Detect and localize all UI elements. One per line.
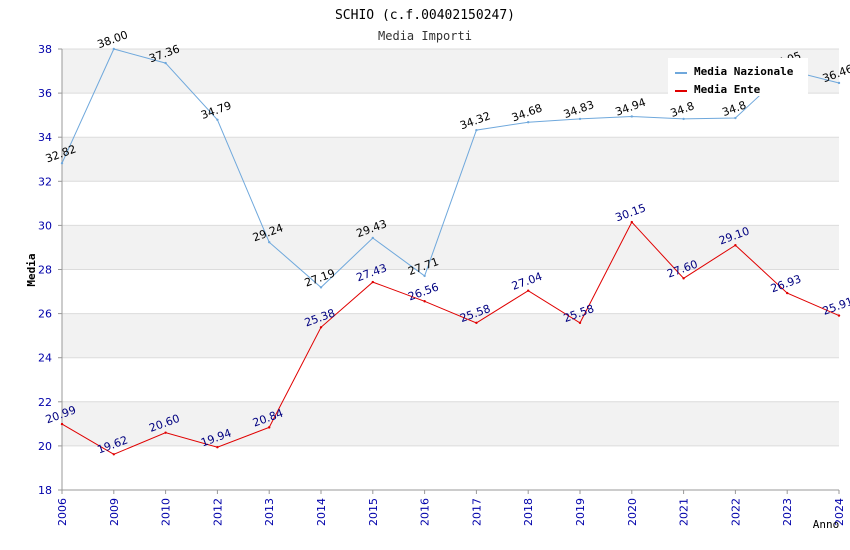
data-point: [60, 422, 64, 426]
x-tick-label: 2019: [574, 498, 587, 526]
data-point: [371, 236, 374, 240]
chart-subtitle: Media Importi: [378, 29, 472, 43]
x-tick-label: 2010: [160, 498, 173, 526]
data-point: [837, 81, 841, 85]
x-tick-labels: 2006 2009 2010 2012 2013 2014 2015 2016 2017 2018…: [56, 498, 846, 526]
y-tick-label: 38: [38, 43, 52, 56]
data-point: [630, 220, 633, 224]
x-tick-label: 2017: [470, 498, 483, 526]
data-point: [164, 61, 167, 65]
data-label: 34.94: [614, 96, 648, 119]
data-point: [60, 162, 64, 165]
x-tick-label: 2006: [56, 498, 69, 526]
background-bands: [62, 49, 839, 446]
plot-band: [62, 137, 839, 182]
x-tick-label: 2012: [211, 498, 224, 526]
x-tick-label: 2016: [419, 498, 432, 526]
y-tick-labels: 18 20 22 24 26 28 30 32 34 36 38: [38, 43, 52, 497]
data-point: [786, 291, 789, 295]
data-point: [682, 277, 685, 280]
series-line-media-ente: [61, 221, 840, 455]
y-tick-label: 22: [38, 396, 52, 409]
data-point: [112, 453, 116, 456]
data-point: [734, 244, 737, 247]
data-point: [319, 326, 323, 329]
gridlines: [62, 48, 839, 491]
x-axis-title: Anno: [813, 518, 840, 531]
data-point: [268, 240, 271, 244]
plot-band: [62, 401, 839, 446]
data-point: [112, 47, 116, 51]
data-point: [319, 286, 323, 289]
data-point: [734, 116, 737, 120]
data-label: 30.15: [614, 201, 648, 224]
x-tick-label: 2020: [626, 498, 639, 526]
data-point: [837, 314, 841, 317]
x-tick-label: 2021: [678, 498, 691, 526]
chart-title: SCHIO (c.f.00402150247): [335, 8, 515, 23]
data-point: [578, 321, 582, 325]
data-point: [216, 118, 219, 121]
y-tick-label: 32: [38, 175, 52, 188]
data-point: [216, 446, 219, 449]
data-point: [371, 280, 374, 284]
series-line-media-nazionale: [61, 48, 840, 289]
data-point: [423, 274, 426, 278]
y-tick-label: 36: [38, 87, 52, 100]
x-tick-label: 2024: [833, 498, 846, 526]
x-tick-label: 2013: [263, 498, 276, 526]
y-tick-label: 26: [38, 308, 52, 321]
data-point: [578, 117, 582, 121]
x-tick-label: 2018: [522, 498, 535, 526]
legend-box: [668, 58, 808, 96]
x-tick-label: 2014: [315, 498, 328, 526]
legend-label-media-ente: Media Ente: [694, 83, 761, 96]
data-label: 26.56: [406, 280, 440, 303]
data-point: [630, 115, 633, 118]
series-layer: [60, 47, 841, 456]
legend-label-media-nazionale: Media Nazionale: [694, 65, 794, 78]
y-tick-label: 28: [38, 264, 52, 277]
data-point: [475, 321, 478, 325]
data-label: 34.8: [720, 98, 747, 119]
y-tick-label: 18: [38, 484, 52, 497]
data-point: [268, 426, 271, 429]
x-tick-label: 2022: [729, 498, 742, 526]
data-point: [423, 300, 426, 303]
data-label: 34.68: [510, 101, 544, 124]
plot-band: [62, 313, 839, 358]
data-point: [682, 117, 685, 121]
x-tick-label: 2023: [781, 498, 794, 526]
data-point: [164, 431, 167, 434]
y-tick-label: 34: [38, 131, 52, 144]
data-label: 27.04: [510, 270, 544, 293]
y-axis-title: Media: [25, 253, 38, 286]
y-tick-label: 24: [38, 352, 52, 365]
data-label: 34.8: [669, 99, 696, 120]
data-point: [475, 128, 478, 132]
data-label: 34.83: [562, 98, 596, 121]
data-point: [527, 121, 530, 124]
plot-band: [62, 225, 839, 270]
legend: Media Nazionale Media Ente: [668, 58, 808, 96]
y-tick-label: 30: [38, 219, 52, 232]
data-label: 38.00: [96, 28, 130, 51]
x-tick-label: 2009: [108, 498, 121, 526]
data-point: [527, 289, 530, 292]
y-tick-label: 20: [38, 440, 52, 453]
axes: [58, 48, 840, 494]
x-tick-label: 2015: [367, 498, 380, 526]
